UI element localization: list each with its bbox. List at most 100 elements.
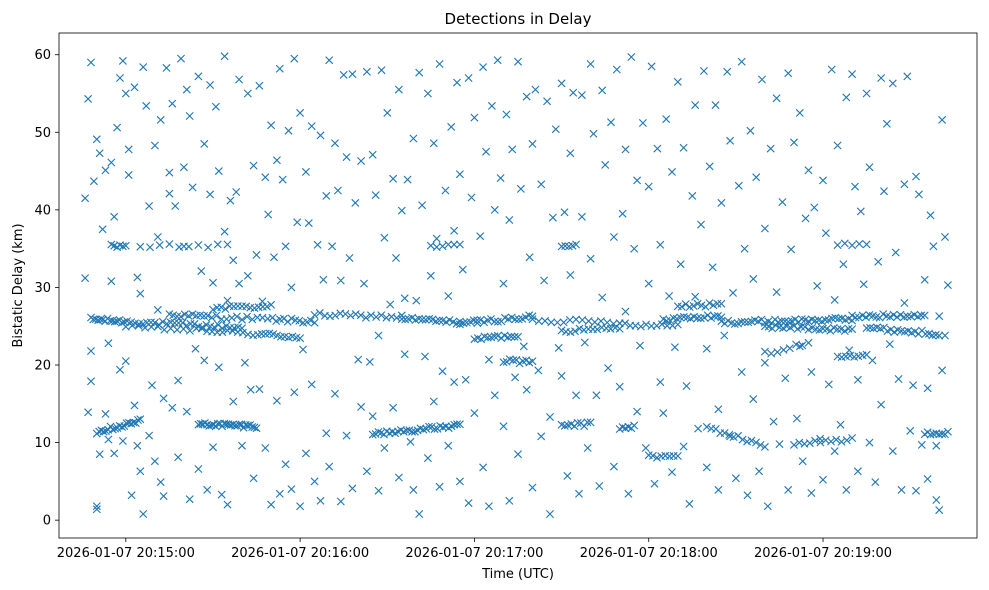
data-point — [310, 311, 319, 319]
data-point — [900, 180, 909, 189]
data-point — [720, 331, 729, 340]
data-point — [627, 53, 636, 61]
data-point — [528, 357, 537, 366]
data-point — [124, 171, 133, 179]
data-point — [652, 321, 661, 330]
data-point — [162, 63, 171, 72]
data-point — [217, 303, 226, 312]
data-point — [938, 115, 947, 124]
data-point — [367, 311, 375, 320]
data-point — [306, 316, 315, 325]
data-point — [717, 313, 726, 322]
data-point — [185, 112, 194, 120]
data-point — [665, 292, 674, 300]
data-point — [928, 331, 937, 340]
data-point — [633, 176, 642, 185]
data-point — [693, 314, 702, 323]
data-point — [293, 218, 302, 227]
data-point — [490, 332, 499, 341]
data-point — [128, 321, 137, 330]
data-point — [153, 233, 162, 241]
data-point — [756, 441, 765, 449]
data-point — [941, 331, 949, 340]
data-point — [666, 316, 675, 325]
data-point — [653, 453, 661, 462]
data-point — [800, 322, 809, 331]
data-point — [572, 315, 581, 324]
data-point — [110, 449, 119, 458]
data-point — [319, 275, 328, 284]
data-point — [734, 181, 743, 190]
data-point — [147, 322, 156, 331]
data-point — [276, 332, 285, 341]
data-point — [127, 491, 136, 500]
data-point — [464, 499, 473, 508]
data-point — [134, 321, 143, 330]
data-point — [560, 421, 569, 430]
data-point — [479, 463, 488, 472]
data-point — [586, 418, 595, 427]
data-point — [717, 198, 726, 207]
data-point — [888, 447, 897, 456]
data-point — [607, 118, 615, 127]
data-point — [656, 240, 665, 249]
data-point — [455, 170, 464, 179]
data-point — [547, 318, 556, 327]
data-point — [583, 418, 592, 427]
data-point — [206, 81, 215, 89]
data-point — [145, 202, 154, 210]
data-point — [238, 441, 246, 450]
data-point — [435, 482, 444, 491]
data-point — [912, 172, 920, 181]
data-point — [834, 314, 843, 323]
data-point — [537, 432, 546, 441]
data-point — [473, 319, 482, 328]
data-point — [179, 325, 188, 333]
data-point — [775, 440, 784, 449]
data-point — [612, 65, 621, 74]
data-point — [185, 326, 194, 335]
data-point — [889, 310, 898, 319]
data-point — [252, 250, 261, 259]
data-point — [166, 324, 175, 333]
data-point — [827, 65, 836, 74]
data-point — [644, 279, 653, 288]
data-point — [403, 175, 412, 184]
data-point — [811, 436, 820, 445]
data-point — [238, 328, 247, 337]
data-point — [296, 502, 305, 511]
data-point — [560, 208, 569, 217]
data-point — [221, 305, 230, 313]
data-point — [470, 409, 479, 418]
data-point — [235, 420, 244, 429]
x-tick-label: 2026-01-07 20:18:00 — [580, 546, 718, 561]
data-point — [785, 344, 794, 353]
data-point — [150, 318, 159, 327]
data-point — [853, 467, 862, 476]
data-point — [851, 313, 860, 322]
data-point — [682, 382, 691, 390]
data-point — [223, 296, 232, 305]
data-point — [156, 115, 165, 124]
data-point — [638, 119, 647, 127]
data-point — [813, 281, 822, 290]
data-point — [880, 187, 888, 196]
data-point — [107, 158, 116, 167]
data-point — [551, 125, 560, 134]
data-point — [816, 434, 825, 443]
data-point — [84, 408, 93, 417]
data-point — [784, 485, 793, 494]
data-point — [104, 339, 113, 348]
data-point — [598, 293, 607, 302]
data-point — [699, 67, 708, 75]
data-point — [662, 115, 671, 124]
data-point — [522, 92, 531, 101]
data-point — [227, 313, 236, 322]
data-point — [604, 364, 613, 373]
data-point — [200, 356, 209, 365]
data-point — [361, 313, 370, 322]
data-point — [866, 323, 875, 332]
data-point — [935, 312, 944, 321]
data-point — [514, 332, 522, 341]
data-point — [935, 430, 944, 439]
